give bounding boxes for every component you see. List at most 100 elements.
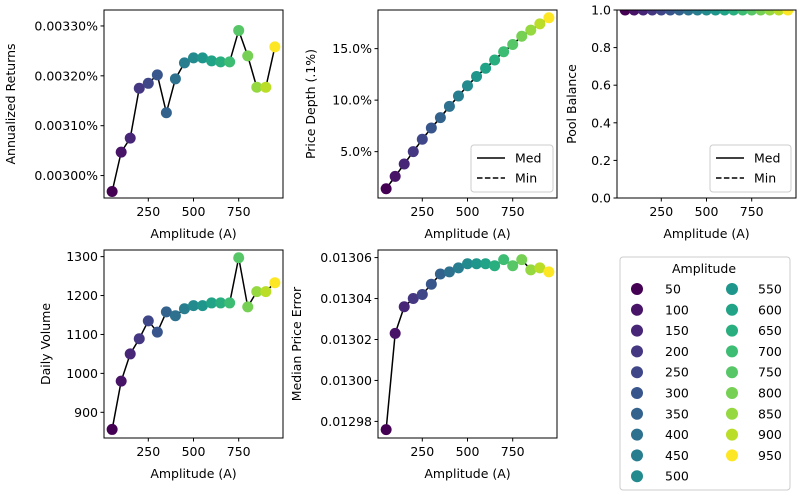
data-point-250 <box>142 77 154 89</box>
legend-label-250: 250 <box>665 365 689 380</box>
data-point-850 <box>525 24 537 36</box>
y-tick-label: 0.00310% <box>34 118 98 133</box>
panel-annualized-returns: Amplitude (A) Annualized Returns 250 500 7… <box>3 9 284 241</box>
data-point-950 <box>269 41 281 53</box>
data-point-200 <box>133 82 145 94</box>
legend-swatch-400 <box>631 428 643 441</box>
data-point-850 <box>251 81 263 93</box>
data-point-200 <box>407 293 419 305</box>
data-point-700 <box>224 297 236 309</box>
x-axis-label: Amplitude (A) <box>663 226 749 241</box>
data-point-800 <box>242 301 254 313</box>
legend-swatch-900 <box>726 428 738 441</box>
data-point-550 <box>197 52 209 64</box>
legend-swatch-950 <box>726 449 738 462</box>
data-point-750 <box>746 10 758 16</box>
y-tick-label: 5.0% <box>340 144 372 159</box>
data-point-850 <box>764 10 776 16</box>
data-point-350 <box>160 107 172 119</box>
data-point-100 <box>389 170 401 182</box>
panel-price-depth: Amplitude (A) Price Depth (.1%) 250 500 75… <box>303 9 558 241</box>
data-point-700 <box>737 10 749 16</box>
legend-swatch-350 <box>631 407 643 420</box>
data-point-100 <box>115 375 127 387</box>
x-tick-label: 500 <box>182 444 206 459</box>
y-tick-label: 0.01302 <box>320 332 372 347</box>
data-point-550 <box>197 300 209 312</box>
data-point-400 <box>169 73 181 85</box>
data-point-750 <box>507 260 519 272</box>
data-point-950 <box>543 266 555 278</box>
legend-label-400: 400 <box>665 427 689 442</box>
data-point-950 <box>269 277 281 289</box>
plot-area <box>380 254 555 436</box>
line-legend: Med Min <box>709 144 792 193</box>
legend-med-label: Med <box>754 151 780 166</box>
x-tick-label: 750 <box>501 444 525 459</box>
panel-daily-volume: Amplitude (A) Daily Volume 250 500 750 900 1… <box>38 249 284 481</box>
data-point-400 <box>443 100 455 112</box>
y-tick-label: 0.2 <box>591 153 611 168</box>
data-point-650 <box>215 297 227 309</box>
data-point-300 <box>425 122 437 134</box>
amplitude-legend-box <box>619 256 791 491</box>
data-point-600 <box>206 55 218 67</box>
x-tick-label: 250 <box>136 204 160 219</box>
y-tick-label: 900 <box>74 405 98 420</box>
data-point-350 <box>434 268 446 280</box>
x-axis-label: Amplitude (A) <box>150 466 236 481</box>
y-tick-label: 0.00330% <box>34 18 98 33</box>
y-tick-label: 0.4 <box>591 115 611 130</box>
legend-label-500: 500 <box>665 469 689 484</box>
data-point-800 <box>516 30 528 42</box>
legend-swatch-500 <box>631 470 643 483</box>
data-point-600 <box>206 297 218 309</box>
legend-min-label: Min <box>754 171 776 186</box>
amplitude-legend: Amplitude 50 100 150 200 250 300 350 400 450 500 5… <box>619 256 791 491</box>
data-point-50 <box>380 424 392 436</box>
data-point-750 <box>233 252 245 264</box>
y-tick-label: 0.0 <box>591 191 611 206</box>
data-point-800 <box>242 50 254 62</box>
y-tick-label: 0.00320% <box>34 68 98 83</box>
y-tick-label: 0.01306 <box>320 250 372 265</box>
data-point-950 <box>782 10 794 16</box>
legend-swatch-550 <box>726 283 738 295</box>
panel-pool-balance: Amplitude (A) Pool Balance 250 500 750 0.0 0… <box>564 3 797 241</box>
data-point-250 <box>142 315 154 327</box>
legend-label-350: 350 <box>665 406 689 421</box>
data-point-800 <box>516 254 528 266</box>
legend-label-300: 300 <box>665 386 689 401</box>
data-point-950 <box>543 12 555 24</box>
data-point-50 <box>619 10 631 16</box>
data-point-300 <box>151 69 163 81</box>
legend-label-850: 850 <box>758 406 782 421</box>
legend-med-label: Med <box>515 151 541 166</box>
data-point-900 <box>534 262 546 274</box>
data-point-700 <box>224 56 236 68</box>
data-point-800 <box>755 10 767 16</box>
x-axis-label: Amplitude (A) <box>150 226 236 241</box>
data-point-900 <box>260 286 272 298</box>
legend-label-900: 900 <box>758 427 782 442</box>
legend-label-450: 450 <box>665 448 689 463</box>
x-tick-label: 500 <box>182 204 206 219</box>
data-point-450 <box>452 90 464 102</box>
data-point-600 <box>719 10 731 16</box>
data-point-550 <box>710 10 722 16</box>
data-point-150 <box>124 348 136 360</box>
data-point-200 <box>133 333 145 345</box>
data-point-300 <box>664 10 676 16</box>
legend-label-650: 650 <box>758 323 782 338</box>
legend-swatch-100 <box>631 303 643 316</box>
data-point-500 <box>188 300 199 312</box>
y-tick-label: 1200 <box>66 288 98 303</box>
data-point-550 <box>471 258 483 270</box>
data-point-250 <box>416 288 428 300</box>
data-point-150 <box>398 301 410 313</box>
data-point-150 <box>124 132 136 144</box>
data-point-200 <box>407 146 419 158</box>
y-tick-label: 1300 <box>66 249 98 264</box>
data-point-650 <box>728 10 740 16</box>
x-tick-label: 250 <box>136 444 160 459</box>
